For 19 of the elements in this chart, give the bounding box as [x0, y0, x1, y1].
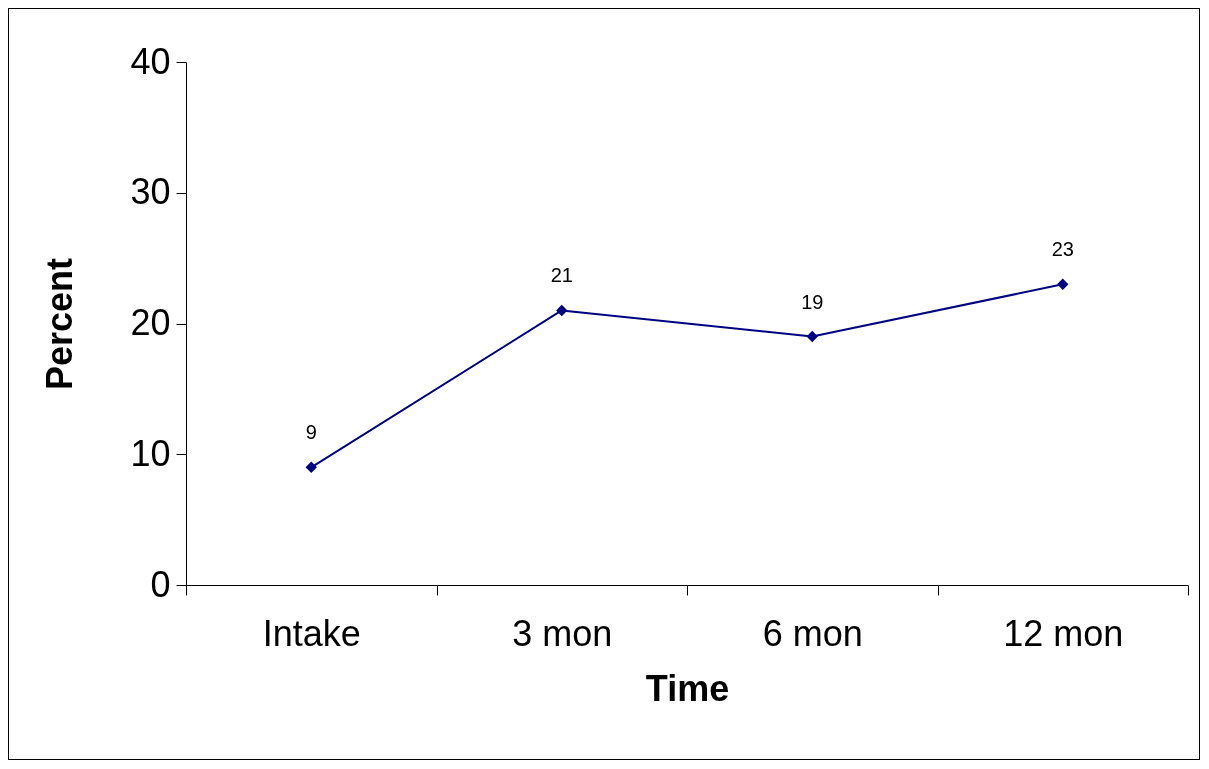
y-tick-label: 0 — [150, 563, 171, 605]
data-label: 19 — [801, 290, 824, 313]
data-label: 21 — [550, 264, 573, 287]
data-label: 9 — [305, 421, 317, 444]
y-axis-title: Percent — [39, 257, 81, 391]
x-tick-label: 12 mon — [1003, 612, 1124, 654]
x-tick-label: 6 mon — [762, 612, 863, 654]
y-tick-label: 20 — [130, 302, 171, 343]
point — [1057, 278, 1069, 290]
x-tick-label: 3 mon — [512, 612, 613, 654]
data-label: 23 — [1051, 238, 1074, 261]
y-tick-label: 30 — [130, 171, 171, 213]
x-tick-label: Intake — [262, 612, 361, 654]
y-tick-label: 10 — [130, 432, 171, 474]
point — [806, 330, 818, 343]
y-tick-label: 40 — [130, 40, 171, 82]
point — [556, 304, 568, 317]
x-axis-title: Time — [645, 667, 730, 709]
point — [305, 461, 317, 474]
